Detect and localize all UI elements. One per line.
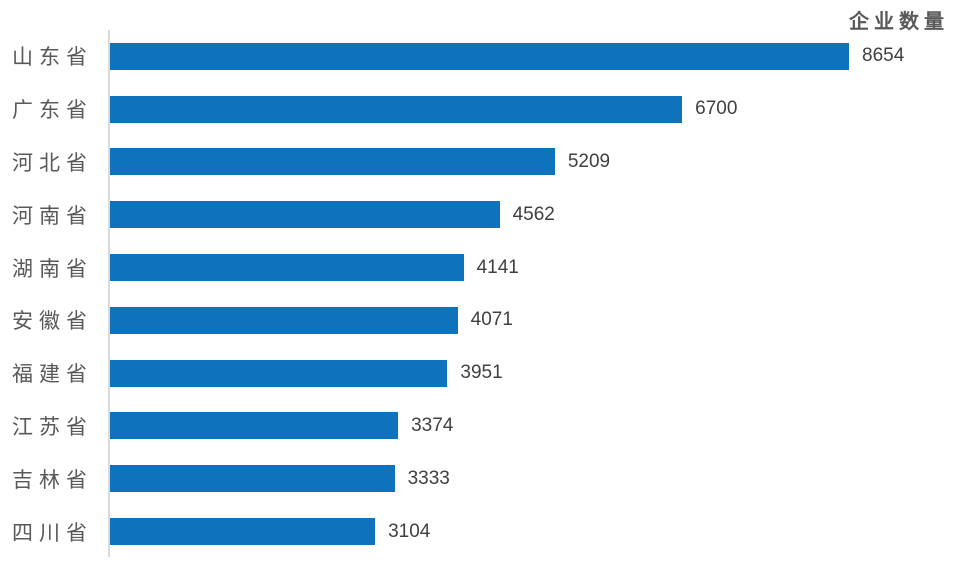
value-label: 3333 bbox=[407, 467, 450, 489]
y-axis-line bbox=[108, 30, 110, 557]
bar-area: 3104 bbox=[110, 505, 959, 558]
bar-area: 6700 bbox=[110, 83, 959, 136]
value-label: 3374 bbox=[411, 414, 454, 436]
bar bbox=[110, 518, 376, 546]
value-label: 8654 bbox=[862, 45, 905, 67]
category-label: 江苏省 bbox=[12, 414, 93, 439]
bar-row: 江苏省 3374 bbox=[0, 400, 959, 453]
category-label: 河南省 bbox=[12, 203, 93, 228]
bar-row: 吉林省 3333 bbox=[0, 452, 959, 505]
bar-row: 四川省 3104 bbox=[0, 505, 959, 558]
bar-area: 4562 bbox=[110, 188, 959, 241]
bar-area: 8654 bbox=[110, 30, 959, 83]
bar-area: 4141 bbox=[110, 241, 959, 294]
value-label: 4141 bbox=[476, 256, 519, 278]
value-label: 3951 bbox=[460, 362, 503, 384]
category-label: 山东省 bbox=[12, 45, 93, 70]
category-label: 安徽省 bbox=[12, 309, 93, 334]
bar-row: 湖南省 4141 bbox=[0, 241, 959, 294]
bar-row: 福建省 3951 bbox=[0, 347, 959, 400]
bar bbox=[110, 148, 555, 176]
bar-area: 3374 bbox=[110, 400, 959, 453]
category-label: 四川省 bbox=[12, 520, 93, 545]
bar-area: 4071 bbox=[110, 294, 959, 347]
bar bbox=[110, 201, 500, 229]
bar bbox=[110, 359, 448, 387]
bar-area: 5209 bbox=[110, 136, 959, 189]
chart-title: 企业数量 bbox=[849, 11, 949, 33]
category-label: 福建省 bbox=[12, 362, 93, 387]
bar bbox=[110, 95, 683, 123]
bar-row: 广东省 6700 bbox=[0, 83, 959, 136]
bar-row: 安徽省 4071 bbox=[0, 294, 959, 347]
bar bbox=[110, 42, 849, 70]
category-label: 湖南省 bbox=[12, 256, 93, 281]
category-label: 广东省 bbox=[12, 98, 93, 123]
bar bbox=[110, 306, 458, 334]
value-label: 3104 bbox=[388, 520, 431, 542]
category-label: 吉林省 bbox=[12, 467, 93, 492]
value-label: 6700 bbox=[695, 98, 738, 120]
bar-row: 山东省 8654 bbox=[0, 30, 959, 83]
bar bbox=[110, 412, 399, 440]
value-label: 4071 bbox=[470, 309, 513, 331]
value-label: 4562 bbox=[512, 203, 555, 225]
bar-row: 河北省 5209 bbox=[0, 136, 959, 189]
bar-row: 河南省 4562 bbox=[0, 188, 959, 241]
bar-area: 3333 bbox=[110, 452, 959, 505]
bar-area: 3951 bbox=[110, 347, 959, 400]
category-label: 河北省 bbox=[12, 150, 93, 175]
bar bbox=[110, 465, 395, 493]
value-label: 5209 bbox=[567, 150, 611, 172]
bar-chart: 山东省 8654 广东省 6700 河北省 5209 河南省 4562 湖南省 … bbox=[0, 30, 959, 558]
bar bbox=[110, 254, 464, 282]
